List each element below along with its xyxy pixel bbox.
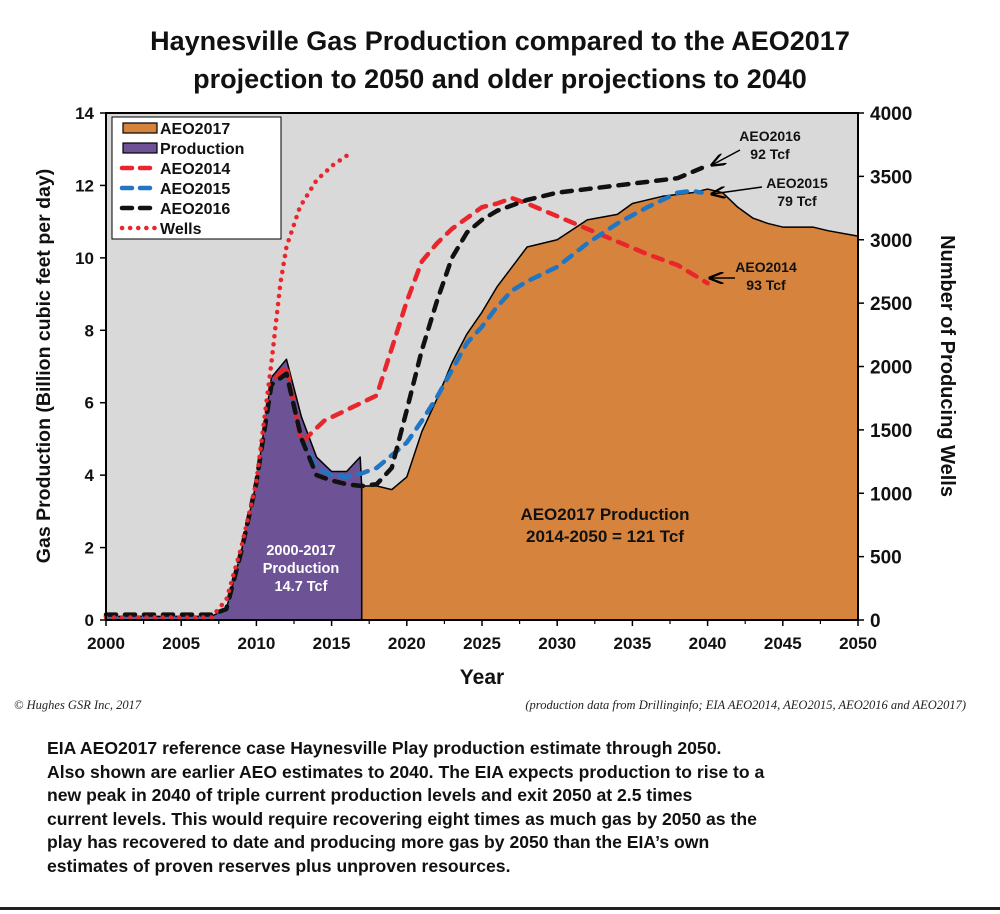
y-tick-label: 6 xyxy=(85,394,94,413)
legend-label: Wells xyxy=(160,221,202,238)
area-aeo2017 xyxy=(360,188,859,621)
legend-label: AEO2014 xyxy=(160,161,230,178)
legend-swatch xyxy=(122,122,158,134)
y2-tick-label: 3500 xyxy=(870,167,912,188)
x-tick-label: 2035 xyxy=(613,634,651,653)
annotation-text: Production xyxy=(263,561,340,577)
y2-tick-label: 3000 xyxy=(870,231,912,252)
y-tick-label: 4 xyxy=(85,466,95,485)
legend-label: Production xyxy=(160,141,244,158)
chart-title: Haynesville Gas Production compared to t… xyxy=(150,26,850,56)
caption-line: new peak in 2040 of triple current produ… xyxy=(47,785,693,805)
y2-axis-label: Number of Producing Wells xyxy=(936,235,958,497)
annotation-text: 92 Tcf xyxy=(750,146,790,162)
legend-label: AEO2017 xyxy=(160,121,230,138)
annotation-text: AEO2017 Production xyxy=(520,505,689,524)
annotation-text: AEO2014 xyxy=(735,259,797,275)
y2-tick-label: 500 xyxy=(870,548,902,569)
y2-tick-label: 0 xyxy=(870,611,881,632)
source-note: (production data from Drillinginfo; EIA … xyxy=(525,698,966,712)
annotation-text: AEO2016 xyxy=(739,128,801,144)
x-tick-label: 2030 xyxy=(538,634,576,653)
legend-label: AEO2015 xyxy=(160,181,230,198)
x-axis-label: Year xyxy=(460,666,504,689)
x-tick-label: 2045 xyxy=(764,634,802,653)
legend xyxy=(111,116,282,240)
annotation-text: AEO2015 xyxy=(766,175,828,191)
caption: EIA AEO2017 reference case Haynesville P… xyxy=(47,737,997,878)
y2-tick-label: 1500 xyxy=(870,421,912,442)
y-axis-label: Gas Production (Billion cubic feet per d… xyxy=(33,169,55,563)
caption-line: EIA AEO2017 reference case Haynesville P… xyxy=(47,738,722,758)
annotation-text: 93 Tcf xyxy=(746,277,786,293)
annotation-arrow xyxy=(712,149,741,165)
caption-line: estimates of proven reserves plus unprov… xyxy=(47,855,511,876)
chart-title: projection to 2050 and older projections… xyxy=(193,64,807,94)
y-tick-label: 12 xyxy=(75,176,94,195)
x-tick-label: 2050 xyxy=(839,634,877,653)
annotation-text: 79 Tcf xyxy=(777,193,817,209)
y2-tick-label: 1000 xyxy=(870,484,912,505)
legend-swatch xyxy=(122,142,158,154)
annotation-text: 2000-2017 xyxy=(266,543,335,559)
y-tick-label: 8 xyxy=(85,321,94,340)
caption-line: Also shown are earlier AEO estimates to … xyxy=(47,761,765,782)
x-tick-label: 2020 xyxy=(388,634,426,653)
y-tick-label: 2 xyxy=(85,539,94,558)
y2-tick-label: 2000 xyxy=(870,358,912,379)
y2-tick-label: 2500 xyxy=(870,294,912,315)
x-tick-label: 2025 xyxy=(463,634,501,653)
bottom-rule xyxy=(0,907,1000,910)
x-tick-label: 2040 xyxy=(689,634,727,653)
annotation-arrow xyxy=(712,187,763,194)
y2-tick-label: 4000 xyxy=(870,104,912,125)
x-tick-label: 2015 xyxy=(313,634,351,653)
x-tick-label: 2000 xyxy=(87,634,125,653)
caption-line: current levels. This would require recov… xyxy=(47,808,757,829)
y-tick-label: 10 xyxy=(75,249,94,268)
caption-line: play has recovered to date and producing… xyxy=(47,832,710,852)
annotation-text: 2014-2050 = 121 Tcf xyxy=(526,527,684,546)
y-tick-label: 14 xyxy=(75,104,94,123)
legend-label: AEO2016 xyxy=(160,201,230,218)
line-aeo2016 xyxy=(103,163,710,617)
copyright: © Hughes GSR Inc, 2017 xyxy=(14,698,142,712)
x-tick-label: 2005 xyxy=(162,634,200,653)
x-tick-label: 2010 xyxy=(237,634,275,653)
y-tick-label: 0 xyxy=(85,611,94,630)
annotation-text: 14.7 Tcf xyxy=(275,579,328,595)
